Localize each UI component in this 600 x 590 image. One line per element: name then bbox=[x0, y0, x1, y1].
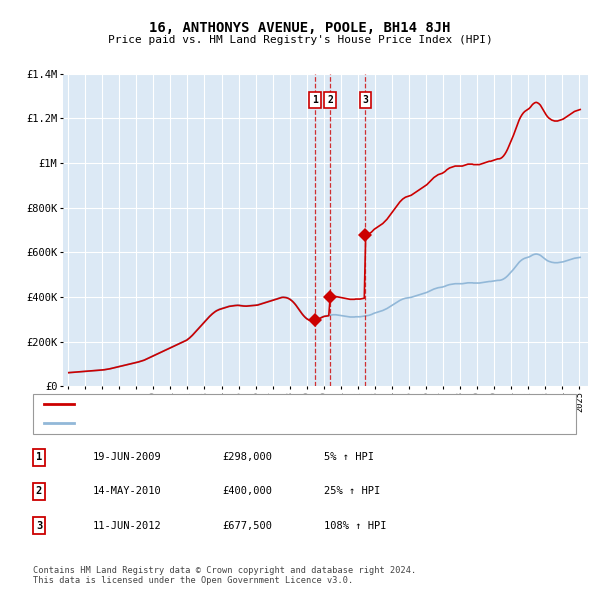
Text: 3: 3 bbox=[362, 96, 368, 106]
Text: 16, ANTHONYS AVENUE, POOLE, BH14 8JH (detached house): 16, ANTHONYS AVENUE, POOLE, BH14 8JH (de… bbox=[80, 399, 391, 409]
Text: 2: 2 bbox=[36, 487, 42, 496]
Text: 1: 1 bbox=[36, 453, 42, 462]
Text: £298,000: £298,000 bbox=[222, 453, 272, 462]
Text: 25% ↑ HPI: 25% ↑ HPI bbox=[324, 487, 380, 496]
Text: Contains HM Land Registry data © Crown copyright and database right 2024.
This d: Contains HM Land Registry data © Crown c… bbox=[33, 566, 416, 585]
Text: 19-JUN-2009: 19-JUN-2009 bbox=[93, 453, 162, 462]
Text: HPI: Average price, detached house, Bournemouth Christchurch and Poole: HPI: Average price, detached house, Bour… bbox=[80, 418, 491, 428]
Text: 14-MAY-2010: 14-MAY-2010 bbox=[93, 487, 162, 496]
Text: 16, ANTHONYS AVENUE, POOLE, BH14 8JH: 16, ANTHONYS AVENUE, POOLE, BH14 8JH bbox=[149, 21, 451, 35]
Text: 108% ↑ HPI: 108% ↑ HPI bbox=[324, 521, 386, 530]
Text: 5% ↑ HPI: 5% ↑ HPI bbox=[324, 453, 374, 462]
Text: Price paid vs. HM Land Registry's House Price Index (HPI): Price paid vs. HM Land Registry's House … bbox=[107, 35, 493, 45]
Text: 11-JUN-2012: 11-JUN-2012 bbox=[93, 521, 162, 530]
Text: £677,500: £677,500 bbox=[222, 521, 272, 530]
Text: 1: 1 bbox=[312, 96, 317, 106]
Text: £400,000: £400,000 bbox=[222, 487, 272, 496]
Text: 2: 2 bbox=[327, 96, 333, 106]
Text: 3: 3 bbox=[36, 521, 42, 530]
